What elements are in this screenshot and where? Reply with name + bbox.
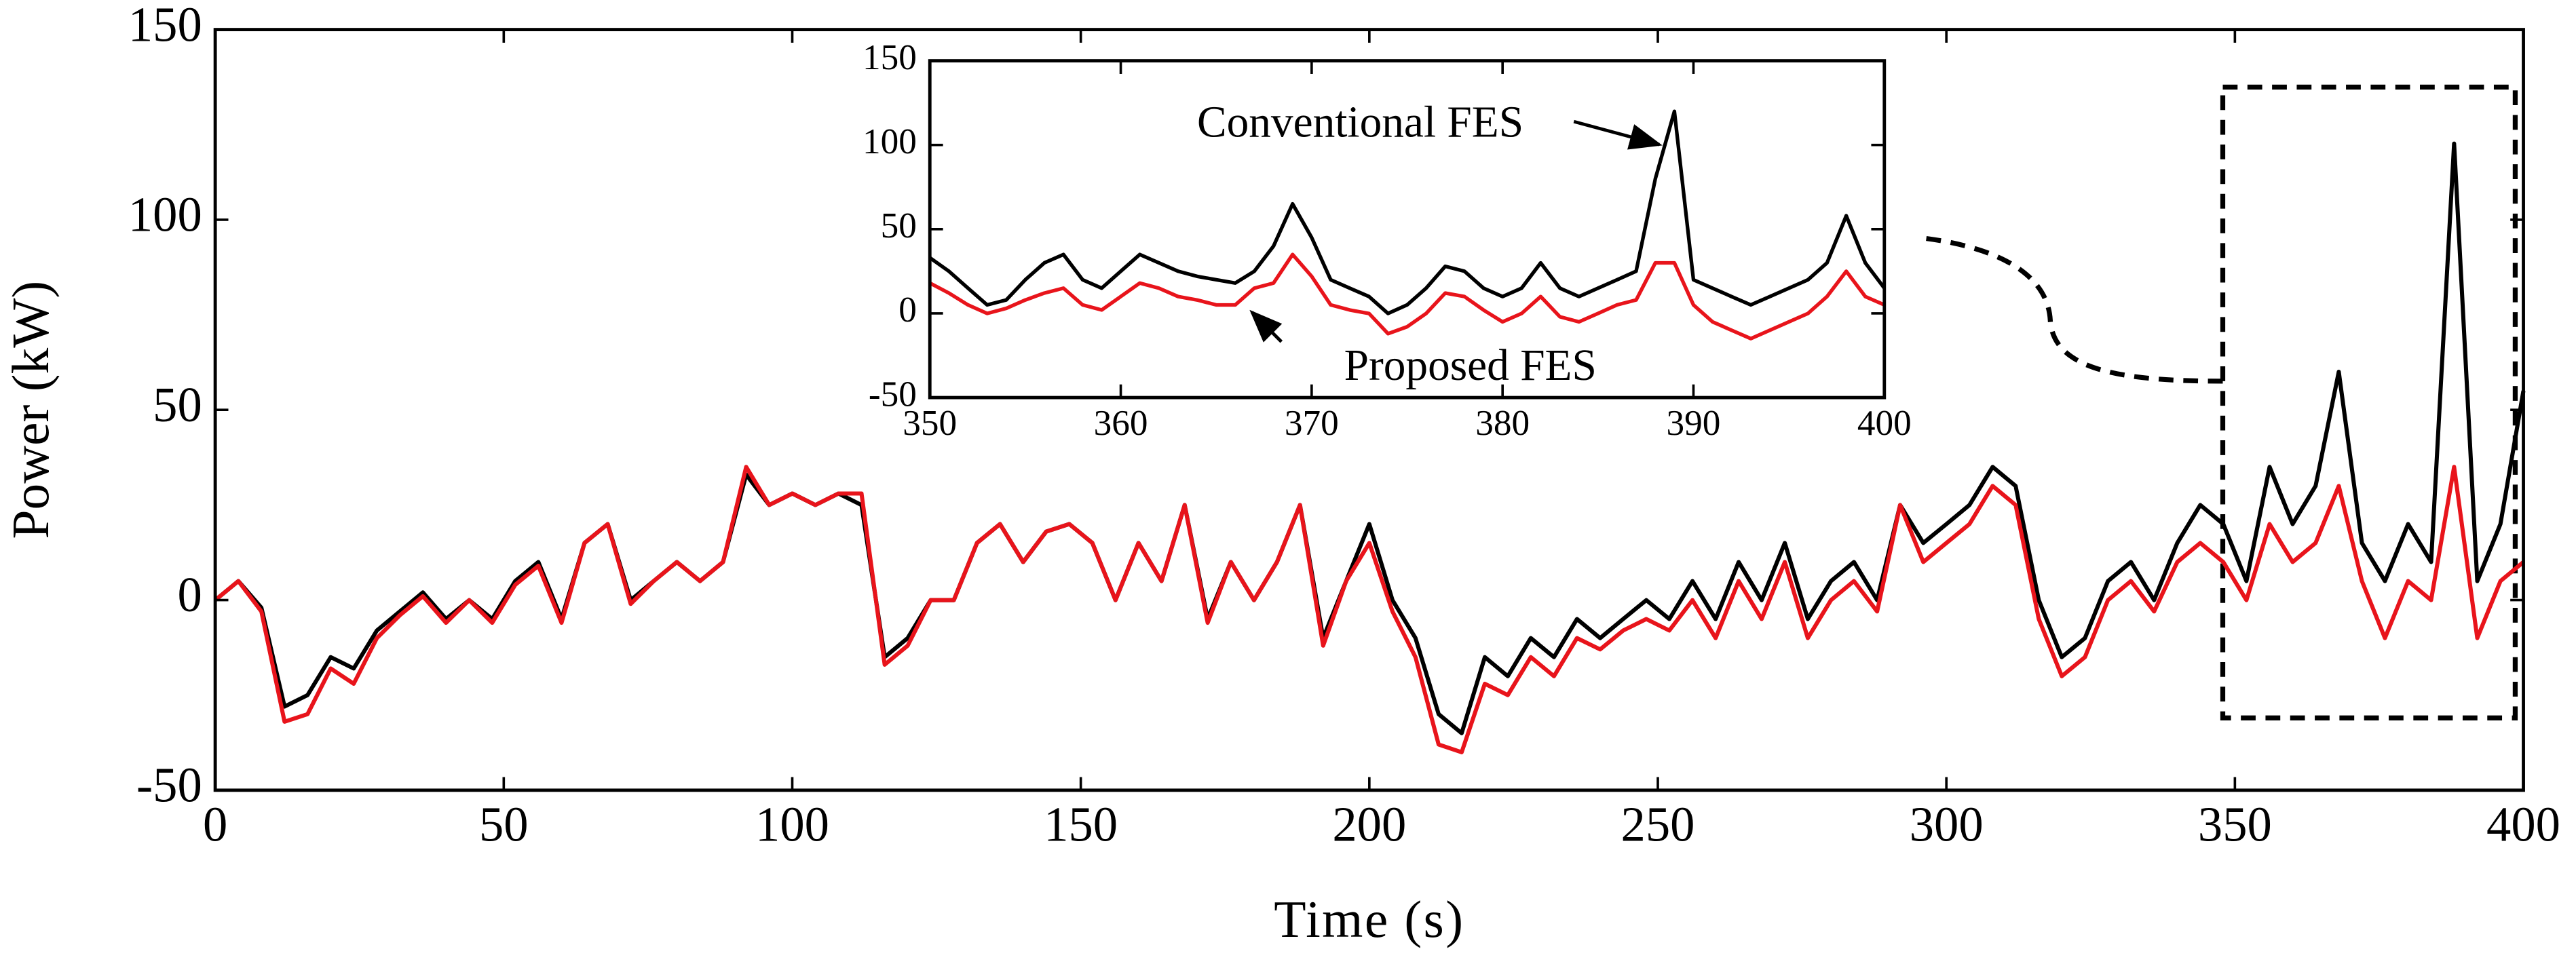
x-tick-label: 150 bbox=[1044, 797, 1118, 852]
y-tick-label: -50 bbox=[869, 374, 917, 414]
x-tick-label: 50 bbox=[479, 797, 529, 852]
x-axis-label: Time (s) bbox=[1274, 890, 1464, 948]
y-tick-label: 100 bbox=[128, 187, 202, 242]
x-tick-label: 350 bbox=[2198, 797, 2272, 852]
x-tick-label: 370 bbox=[1285, 403, 1339, 443]
plot-area: 0 50 100 150 200 250 300 350 400-50050100150Time… bbox=[1, 0, 2560, 948]
series-line bbox=[928, 109, 1886, 315]
x-tick-label: 390 bbox=[1667, 403, 1721, 443]
series-line bbox=[214, 465, 2525, 754]
y-tick-label: 50 bbox=[881, 206, 917, 246]
annotation: Conventional FES bbox=[1197, 98, 1523, 147]
y-tick-label: 150 bbox=[128, 0, 202, 52]
x-tick-label: 0 bbox=[203, 797, 227, 852]
x-tick-label: 400 bbox=[1857, 403, 1912, 443]
x-tick-label: 350 bbox=[903, 403, 957, 443]
y-tick-label: 50 bbox=[153, 377, 202, 432]
x-tick-label: 300 bbox=[1910, 797, 1984, 852]
zoom-box bbox=[2220, 84, 2518, 720]
inset-background bbox=[856, 44, 1926, 472]
x-tick-label: 400 bbox=[2486, 797, 2560, 852]
annotation: Proposed FES bbox=[1344, 341, 1597, 390]
x-tick-label: 380 bbox=[1475, 403, 1530, 443]
zoom-connector bbox=[1882, 232, 2223, 384]
x-tick-label: 360 bbox=[1094, 403, 1148, 443]
y-tick-label: 0 bbox=[898, 290, 917, 330]
y-axis-label: Power (kW) bbox=[1, 281, 60, 539]
series-line bbox=[929, 252, 1885, 341]
x-tick-label: 200 bbox=[1332, 797, 1406, 852]
y-tick-label: 0 bbox=[177, 567, 202, 622]
x-tick-label: 100 bbox=[755, 797, 829, 852]
plot-area: 350 360 370 380 390 400 -50 0 50 100 150 Convention… bbox=[863, 37, 1912, 443]
x-tick-label: 250 bbox=[1621, 797, 1695, 852]
annotation-arrow bbox=[1573, 119, 1663, 150]
plots: 0 50 100 150 200 250 300 350 400-50050100150Time… bbox=[1, 0, 2560, 948]
annotation-arrow bbox=[1249, 309, 1283, 343]
y-tick-label: 100 bbox=[863, 121, 917, 161]
y-tick-label: 150 bbox=[863, 37, 917, 77]
y-tick-label: -50 bbox=[136, 758, 202, 813]
